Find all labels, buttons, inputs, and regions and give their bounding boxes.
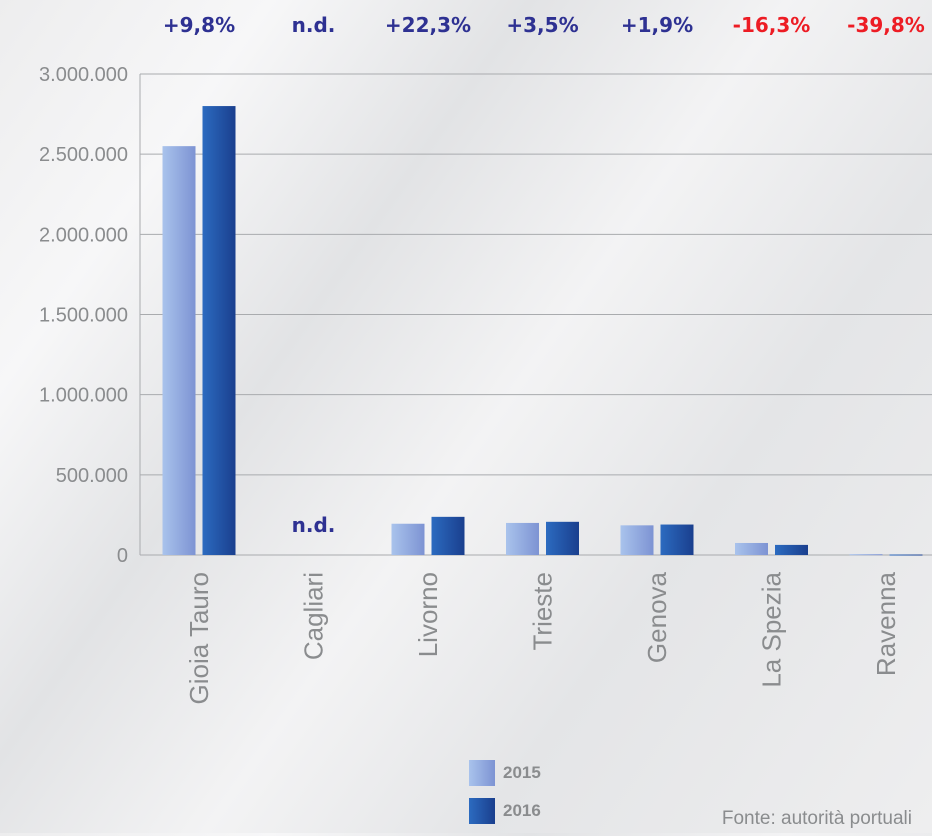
x-category-label: La Spezia	[757, 571, 787, 687]
bar-2016	[546, 521, 579, 555]
y-tick-label: 0	[117, 545, 128, 567]
y-tick-label: 500.000	[56, 465, 128, 487]
legend-swatch-2016	[469, 798, 495, 824]
legend: 2015 2016	[469, 760, 541, 836]
change-label: +3,5%	[506, 13, 578, 37]
labels: 0 500.000 1.000.000 1.500.000 2.000.000 2.500…	[39, 13, 925, 705]
legend-label-2015: 2015	[503, 763, 541, 782]
bar-2016	[775, 544, 808, 555]
bar-2016	[889, 554, 923, 556]
change-label: -16,3%	[733, 13, 811, 37]
x-category-label: Cagliari	[299, 572, 329, 660]
y-tick-label: 2.000.000	[39, 224, 128, 246]
legend-item-2016: 2016	[469, 798, 541, 824]
y-tick-label: 3.000.000	[39, 64, 128, 86]
missing-data-label: n.d.	[292, 513, 336, 537]
y-tick-label: 1.000.000	[39, 385, 128, 407]
bar-2015	[735, 542, 768, 555]
gridlines	[139, 73, 932, 556]
change-label: +22,3%	[385, 13, 471, 37]
bar-2016	[202, 106, 236, 556]
legend-label-2016: 2016	[503, 801, 541, 820]
change-label: -39,8%	[847, 13, 925, 37]
change-label: n.d.	[292, 13, 336, 37]
bars	[162, 106, 923, 556]
y-tick-label: 2.500.000	[39, 144, 128, 166]
x-category-label: Genova	[642, 571, 672, 663]
bar-2015	[506, 522, 539, 555]
y-tick-label: 1.500.000	[39, 305, 128, 327]
bar-2015	[391, 523, 425, 555]
x-category-label: Ravenna	[871, 571, 901, 676]
legend-item-2015: 2015	[469, 760, 541, 786]
x-category-label: Trieste	[528, 572, 558, 651]
source-note: Fonte: autorità portuali	[721, 808, 912, 829]
x-category-label: Livorno	[413, 572, 443, 657]
bar-2015	[162, 146, 196, 555]
x-category-label: Gioia Tauro	[184, 572, 214, 705]
change-label: +9,8%	[163, 13, 235, 37]
change-label: +1,9%	[621, 13, 693, 37]
legend-swatch-2015	[469, 760, 495, 786]
bar-2016	[431, 516, 465, 555]
bar-2016	[660, 524, 694, 555]
bar-2015	[620, 525, 654, 555]
bar-2015	[849, 554, 883, 556]
